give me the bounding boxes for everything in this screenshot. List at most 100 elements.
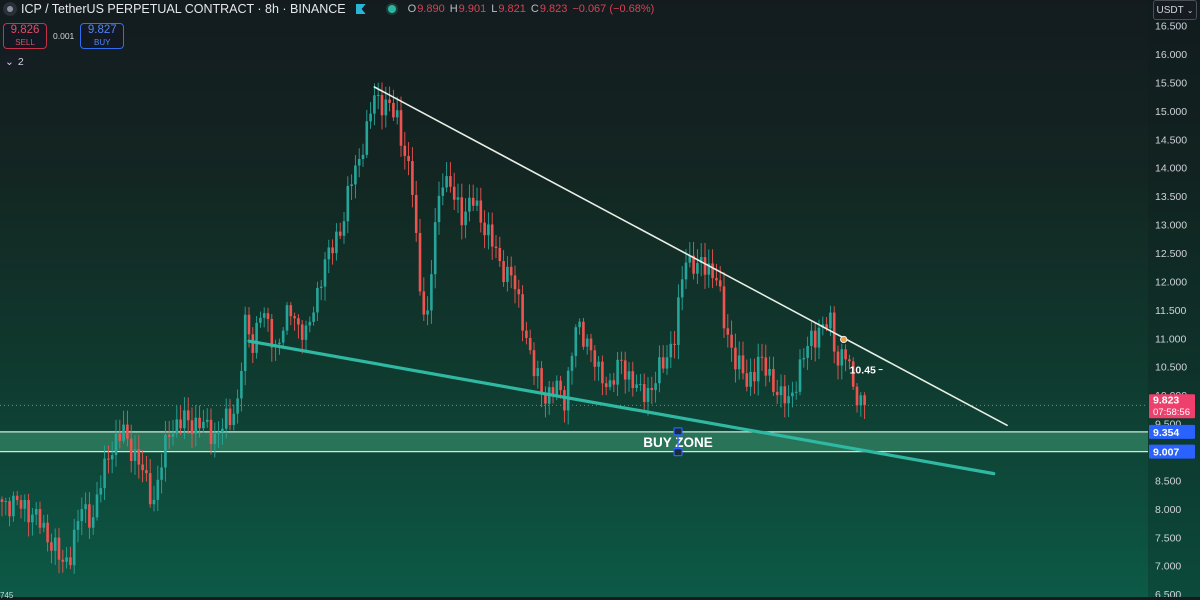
level-tag-9007-bg — [1149, 444, 1195, 459]
buy-zone-rect — [0, 431, 1148, 452]
candle-body — [540, 368, 543, 393]
candle-body — [53, 537, 57, 551]
buy-zone-top-handle — [673, 427, 683, 436]
candle-body — [756, 356, 760, 382]
candle-body — [506, 266, 509, 283]
candle-body — [661, 357, 665, 369]
candle-body — [23, 500, 27, 509]
support-trendline — [247, 339, 996, 476]
candle-body — [388, 99, 391, 103]
candle-body — [129, 438, 133, 461]
candle-body — [551, 387, 555, 397]
candle-body — [213, 433, 217, 445]
candle-body — [456, 197, 460, 200]
candle-body — [593, 350, 597, 367]
candle-body — [285, 305, 289, 331]
y-tick-label: 7.000 — [1155, 561, 1181, 573]
candle-body — [354, 165, 357, 185]
low-value: 9.821 — [498, 3, 526, 15]
candle-body — [483, 222, 486, 236]
candle-body — [528, 337, 532, 351]
candle-body — [688, 255, 692, 263]
candle-body — [646, 387, 650, 402]
buy-button[interactable]: 9.827 BUY — [80, 23, 125, 49]
candle-body — [152, 499, 156, 505]
candle-body — [490, 224, 494, 247]
candle-body — [350, 184, 353, 187]
y-tick-label: 14.500 — [1155, 134, 1187, 146]
buy-price: 9.827 — [87, 24, 117, 37]
price-axis[interactable]: 16.500 16.000 15.500 15.000 14.500 14.000 13.5… — [1148, 0, 1200, 597]
candle-body — [133, 449, 137, 461]
indicators-toggle[interactable]: ⌄ 2 — [1, 54, 28, 70]
y-tick-label: 11.500 — [1155, 305, 1186, 317]
symbol-logo-icon[interactable] — [3, 2, 17, 16]
candle-body — [411, 161, 414, 195]
candle-body — [597, 361, 600, 367]
candle-body — [198, 417, 201, 429]
candle-body — [251, 334, 255, 353]
candle-body — [403, 145, 407, 156]
candle-body — [859, 395, 863, 406]
sell-button[interactable]: 9.826 SELL — [3, 23, 47, 49]
candle-body — [281, 330, 285, 343]
candle-body — [749, 371, 752, 387]
candle-body — [851, 361, 855, 387]
candle-body — [297, 318, 300, 325]
candle-body — [167, 434, 171, 437]
candle-body — [601, 361, 604, 384]
candle-body — [156, 479, 160, 500]
candle-body — [175, 419, 179, 434]
y-tick-label: 16.500 — [1155, 21, 1187, 33]
candle-body — [205, 419, 209, 422]
candle-body — [50, 542, 53, 551]
candle-body — [684, 262, 688, 280]
level-tag-9007: 9.007 — [1153, 447, 1179, 459]
candle-body — [642, 384, 646, 402]
y-tick-label: 14.000 — [1155, 163, 1187, 175]
candle-body — [259, 317, 262, 323]
high-value: 9.901 — [458, 3, 487, 15]
y-tick-label: 11.000 — [1155, 333, 1186, 345]
flag-icon[interactable] — [355, 4, 366, 14]
candle-body — [570, 355, 574, 371]
candle-body — [316, 287, 319, 313]
candle-body — [452, 186, 456, 200]
currency-selector[interactable]: USDT ⌄ — [1153, 0, 1197, 20]
candle-body — [791, 392, 794, 397]
candle-body — [270, 318, 274, 348]
y-tick-label: 12.000 — [1155, 276, 1187, 288]
candle-body — [430, 274, 433, 311]
candle-body — [737, 355, 741, 370]
last-price-tag: 9.823 — [1153, 395, 1179, 407]
candle-body — [373, 95, 376, 114]
alert-marker-icon — [840, 335, 848, 344]
candle-body — [623, 360, 627, 380]
market-status-icon[interactable] — [387, 5, 396, 13]
candle-body — [525, 330, 528, 338]
candle-body — [209, 419, 213, 445]
trade-panel: 9.826 SELL 0.001 9.827 BUY — [3, 23, 125, 49]
candle-body — [240, 370, 243, 399]
candle-body — [677, 297, 680, 345]
candle-body — [122, 424, 125, 441]
candle-body — [654, 383, 657, 391]
candle-body — [582, 321, 585, 347]
candle-body — [604, 383, 608, 388]
sell-label: SELL — [15, 37, 35, 47]
candle-body — [566, 370, 570, 411]
candle-body — [445, 176, 448, 188]
price-label-10-45: 10.45 — [850, 365, 876, 377]
candle-body — [407, 155, 410, 162]
candle-body — [779, 386, 783, 396]
candle-body — [517, 289, 521, 295]
corner-text: 745 — [0, 591, 14, 600]
candle-body — [228, 408, 232, 425]
candle-body — [57, 537, 61, 560]
candle-body — [217, 431, 220, 434]
candle-body — [103, 458, 106, 489]
symbol-title[interactable]: ICP / TetherUS PERPETUAL CONTRACT · 8h ·… — [21, 2, 346, 16]
candle-body — [331, 247, 334, 254]
candle-body — [418, 232, 422, 292]
